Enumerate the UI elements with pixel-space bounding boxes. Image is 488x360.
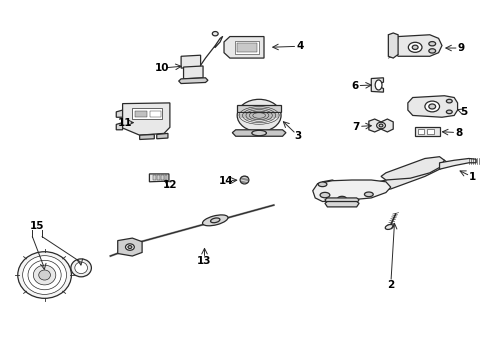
Polygon shape — [368, 119, 392, 132]
Polygon shape — [232, 130, 285, 136]
Ellipse shape — [428, 104, 435, 109]
Ellipse shape — [424, 101, 439, 112]
Polygon shape — [149, 174, 168, 182]
Text: 13: 13 — [197, 256, 211, 266]
Bar — [160, 175, 163, 180]
Text: 10: 10 — [154, 63, 168, 73]
Ellipse shape — [128, 246, 132, 248]
Ellipse shape — [446, 110, 451, 114]
Text: 6: 6 — [350, 81, 358, 91]
Polygon shape — [387, 33, 397, 58]
Polygon shape — [325, 198, 358, 203]
Text: 2: 2 — [386, 280, 394, 290]
Ellipse shape — [374, 80, 381, 90]
Ellipse shape — [251, 130, 266, 136]
Text: 15: 15 — [30, 221, 44, 231]
Ellipse shape — [320, 192, 329, 198]
Polygon shape — [237, 105, 281, 112]
Ellipse shape — [240, 176, 248, 184]
Polygon shape — [317, 160, 448, 200]
Bar — [153, 175, 156, 180]
Polygon shape — [116, 110, 122, 117]
Text: 11: 11 — [118, 118, 133, 128]
Ellipse shape — [75, 262, 87, 274]
Text: 14: 14 — [219, 176, 233, 186]
Bar — [157, 175, 159, 180]
Ellipse shape — [125, 244, 134, 250]
Ellipse shape — [337, 196, 346, 201]
Ellipse shape — [71, 259, 91, 277]
Ellipse shape — [407, 42, 421, 52]
Polygon shape — [407, 96, 457, 117]
Bar — [237, 43, 256, 51]
Ellipse shape — [411, 45, 417, 49]
Text: 12: 12 — [163, 180, 177, 190]
Bar — [417, 130, 424, 134]
Polygon shape — [439, 158, 475, 169]
Ellipse shape — [385, 225, 392, 229]
Polygon shape — [224, 37, 264, 58]
Polygon shape — [312, 180, 390, 202]
Ellipse shape — [378, 124, 382, 127]
Polygon shape — [181, 55, 200, 68]
Text: 1: 1 — [468, 172, 475, 182]
Ellipse shape — [202, 215, 227, 226]
Polygon shape — [122, 103, 169, 135]
Polygon shape — [183, 66, 203, 79]
Ellipse shape — [428, 49, 435, 53]
Ellipse shape — [18, 252, 71, 298]
Ellipse shape — [428, 41, 435, 46]
Ellipse shape — [318, 182, 326, 186]
Bar — [150, 111, 161, 117]
Text: 9: 9 — [457, 43, 464, 53]
Ellipse shape — [22, 256, 66, 294]
Polygon shape — [370, 78, 383, 92]
Ellipse shape — [210, 218, 220, 223]
Ellipse shape — [39, 270, 50, 280]
Ellipse shape — [28, 260, 61, 290]
Bar — [427, 130, 433, 134]
Text: 8: 8 — [454, 128, 462, 138]
Polygon shape — [414, 127, 439, 136]
Text: 7: 7 — [352, 122, 359, 131]
Text: 3: 3 — [294, 131, 301, 141]
Polygon shape — [116, 123, 122, 130]
Ellipse shape — [376, 122, 385, 129]
Polygon shape — [380, 157, 444, 180]
Ellipse shape — [446, 99, 451, 103]
Bar — [135, 111, 147, 117]
Bar — [234, 41, 259, 54]
Bar — [132, 108, 161, 119]
Ellipse shape — [33, 265, 56, 285]
Polygon shape — [118, 238, 142, 256]
Text: 4: 4 — [296, 41, 303, 51]
Polygon shape — [178, 78, 207, 84]
Polygon shape — [325, 202, 358, 207]
Polygon shape — [392, 35, 441, 56]
Polygon shape — [140, 134, 154, 139]
Text: 5: 5 — [459, 107, 467, 117]
Ellipse shape — [237, 99, 281, 132]
Ellipse shape — [364, 192, 372, 197]
Bar — [164, 175, 167, 180]
Ellipse shape — [212, 32, 218, 36]
Polygon shape — [157, 134, 167, 139]
